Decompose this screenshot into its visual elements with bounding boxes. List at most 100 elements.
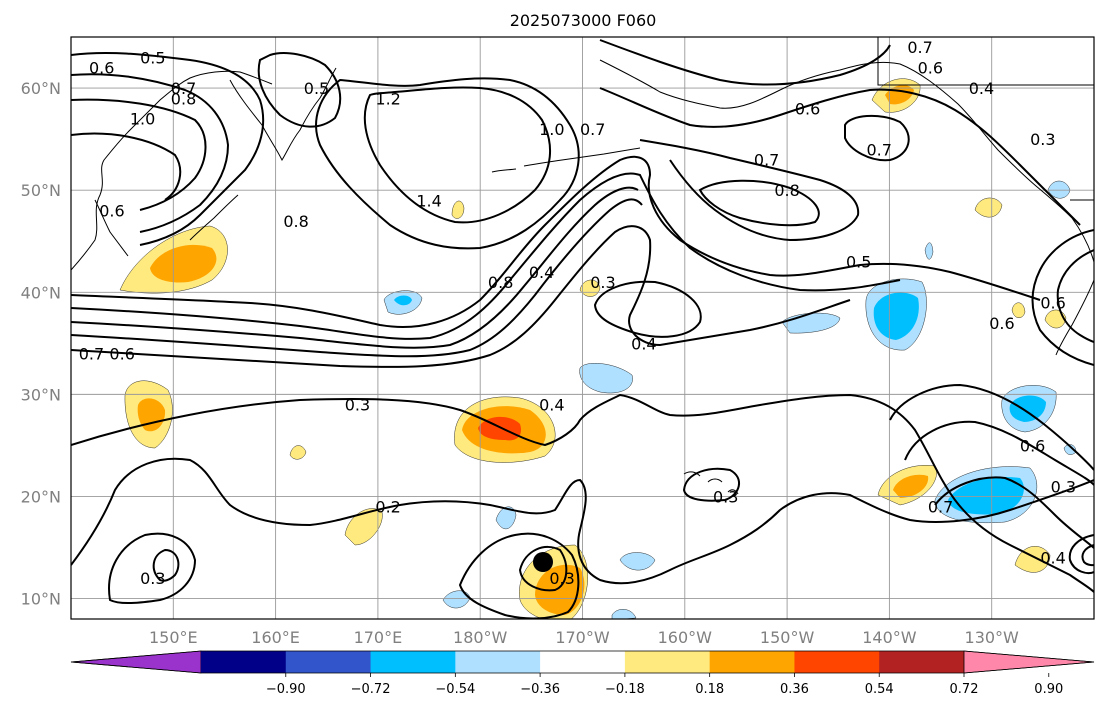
contour-label: 1.0 [539,120,564,139]
contour-line [71,186,639,349]
alaska-coastline [599,59,1094,263]
contour-line [458,532,580,619]
colorbar-tick-label: 0.36 [780,682,809,697]
longitude-label: 160°W [658,628,713,647]
positive-anomaly-region [451,200,465,219]
colorbar-tick-label: −0.54 [435,682,475,697]
contour-line [599,39,891,86]
sakhalin-kuril-coastline [94,194,239,257]
contour-line [71,198,643,358]
latitude-label: 30°N [21,385,61,404]
contour-labels: 0.50.60.70.81.00.51.21.0 0.70.60.70.70.80… [79,38,1076,588]
contour-label: 0.7 [866,140,891,159]
shaded-anomalies [119,78,1077,619]
colorbar-tick-label: −0.18 [605,682,645,697]
negative-anomaly-core [394,295,412,306]
positive-anomaly-core [150,244,217,283]
negative-anomaly-region [495,506,517,530]
contour-label: 0.3 [345,396,370,415]
colorbar-segment [624,651,711,673]
coastlines [71,59,1094,495]
contour-line [934,476,1094,549]
colorbar-segment [709,651,795,673]
positive-anomaly-region [1044,309,1067,329]
colorbar-tick-label: 0.90 [1034,682,1063,697]
asia-coastline [71,70,273,271]
colorbar-outline [70,650,1095,674]
positive-anomaly-region [1011,302,1026,318]
negative-anomaly-region [611,609,637,619]
contour-label: 0.7 [79,345,104,364]
contour-label: 1.2 [375,89,400,108]
contour-label: 1.4 [416,191,441,210]
colorbar-tick-label: −0.36 [520,682,560,697]
longitude-label: 170°E [354,628,403,647]
positive-anomaly-region [974,197,1003,218]
contour-label: 0.3 [140,569,165,588]
contour-label: 0.4 [969,79,994,98]
contour-line [71,51,265,246]
north-america-coast [1055,279,1094,356]
contour-label: 0.8 [774,181,799,200]
contour-label: 0.4 [1040,549,1065,568]
contour-line [71,132,182,201]
contour-label: 0.8 [283,212,308,231]
contour-label: 0.7 [754,151,779,170]
contour-label: 0.7 [928,498,953,517]
contour-line [71,172,901,340]
contour-line [904,420,1094,486]
contour-label: 0.3 [1051,477,1076,496]
contour-label: 0.6 [1020,436,1045,455]
negative-anomaly-region [619,552,656,571]
colorbar-tick-label: −0.72 [351,682,391,697]
contour-line [1056,249,1094,343]
aleutian-islands [491,147,641,173]
colorbar-extend-high [963,650,1095,674]
positive-anomaly-core [535,564,585,615]
longitude-labels: 150°E 160°E 170°E 180°W 170°W 160°W 150°W 140°W… [149,628,1019,647]
map-title: 2025073000 F060 [510,11,657,30]
negative-anomaly-region [924,242,934,260]
graticule [71,37,1094,619]
contour-label: 0.4 [631,334,656,353]
contour-label: 0.7 [580,120,605,139]
contour-line [844,114,910,162]
colorbar-tick-label: −0.90 [266,682,306,697]
positive-anomaly-region [344,508,383,546]
contour-label: 0.8 [171,89,196,108]
negative-anomaly-region [781,312,841,334]
contour-label: 0.2 [375,498,400,517]
inset-frame [877,37,1094,201]
contour-label: 0.4 [529,263,554,282]
positive-anomaly-core [137,398,166,432]
contour-lines [71,39,1094,619]
colorbar-tick-label: 0.54 [865,682,894,697]
hawaii-islands [683,471,739,495]
contour-line [71,98,207,211]
contour-label: 0.6 [918,59,943,78]
negative-anomaly-region [579,363,633,394]
contour-line [71,155,1041,328]
contour-line [698,179,820,227]
latitude-label: 60°N [21,79,61,98]
contour-label: 0.6 [109,345,134,364]
contour-line [1081,544,1094,567]
positive-anomaly-core [893,474,929,498]
contour-line [639,139,860,242]
contour-line [518,545,568,592]
longitude-label: 150°E [149,628,198,647]
contour-line [108,532,197,604]
contour-label: 0.6 [99,202,124,221]
contour-label: 0.7 [907,38,932,57]
contour-label: 1.0 [130,110,155,129]
contour-label: 0.6 [989,314,1014,333]
contour-line [71,225,851,368]
negative-anomaly-core [948,476,1024,515]
colorbar-tick-label: 0.18 [695,682,724,697]
latitude-labels: 60°N 50°N 40°N 30°N 20°N 10°N [21,79,61,609]
contour-line [363,86,552,224]
longitude-label: 140°W [862,628,917,647]
kamchatka-coastline [229,67,337,162]
latitude-label: 50°N [21,181,61,200]
contour-line [257,52,342,128]
